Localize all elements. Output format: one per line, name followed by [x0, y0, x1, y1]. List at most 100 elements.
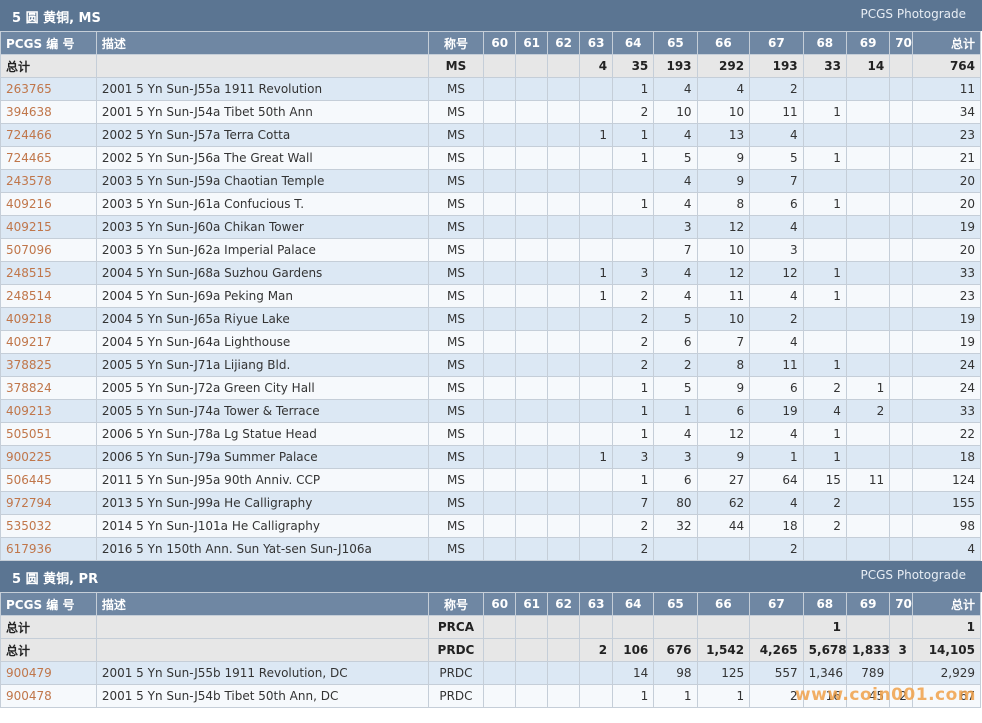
- coin-description: 2005 5 Yn Sun-J72a Green City Hall: [95, 376, 429, 400]
- grade-count: 2: [749, 537, 804, 561]
- column-header: 63: [579, 592, 614, 616]
- table-row: 409213 2005 5 Yn Sun-J74a Tower & Terrace…: [0, 399, 982, 423]
- grade-count: 4: [749, 215, 804, 239]
- pcgs-number-link[interactable]: 263765: [0, 77, 97, 101]
- pcgs-number-link[interactable]: 409218: [0, 307, 97, 331]
- grade-count: [515, 468, 549, 492]
- pcgs-number-link[interactable]: 505051: [0, 422, 97, 446]
- coin-description: 2003 5 Yn Sun-J62a Imperial Palace: [95, 238, 429, 262]
- pcgs-number-link[interactable]: 900479: [0, 661, 97, 685]
- photograde-link[interactable]: PCGS Photograde: [860, 568, 966, 582]
- section-header: 5 圆 黄铜, MS PCGS Photograde: [0, 0, 982, 31]
- grade-count: 1: [579, 284, 614, 308]
- grade-count: [515, 146, 549, 170]
- pcgs-number-link[interactable]: 506445: [0, 468, 97, 492]
- pcgs-number-link[interactable]: 409217: [0, 330, 97, 354]
- grade-count: 1: [612, 468, 655, 492]
- grade-count: [845, 491, 891, 515]
- pcgs-number-link[interactable]: 617936: [0, 537, 97, 561]
- total-count: 21: [911, 146, 982, 170]
- column-header: PCGS 编 号: [0, 592, 97, 616]
- designation-cell: MS: [427, 376, 485, 400]
- table-row: 617936 2016 5 Yn 150th Ann. Sun Yat-sen S…: [0, 537, 982, 561]
- column-header: 70: [889, 592, 913, 616]
- grade-count: 1: [802, 261, 847, 285]
- grade-count: [889, 146, 913, 170]
- grade-count: 10: [696, 100, 751, 124]
- grade-count: 6: [653, 330, 698, 354]
- grade-count: 10: [696, 307, 751, 331]
- grade-count: [612, 215, 655, 239]
- pcgs-number-link[interactable]: 724465: [0, 146, 97, 170]
- table-row: 248514 2004 5 Yn Sun-J69a Peking Man MS 1 2 4…: [0, 284, 982, 308]
- grade-count: [515, 615, 549, 639]
- table-row: 972794 2013 5 Yn Sun-J99a He Calligraphy M…: [0, 491, 982, 515]
- grade-count: 292: [696, 54, 751, 78]
- pcgs-number-link[interactable]: 378824: [0, 376, 97, 400]
- pcgs-number-link[interactable]: 248515: [0, 261, 97, 285]
- grade-count: 1: [579, 445, 614, 469]
- table-row: 409217 2004 5 Yn Sun-J64a Lighthouse MS 2 6 7…: [0, 330, 982, 354]
- total-count: 20: [911, 192, 982, 216]
- total-count: 23: [911, 123, 982, 147]
- coin-description: 2004 5 Yn Sun-J69a Peking Man: [95, 284, 429, 308]
- pcgs-number-link[interactable]: 243578: [0, 169, 97, 193]
- grade-count: [579, 514, 614, 538]
- grade-count: [696, 615, 751, 639]
- grade-count: [547, 123, 581, 147]
- grade-count: [547, 684, 581, 708]
- grade-count: 2: [749, 684, 804, 708]
- pcgs-number-link[interactable]: 724466: [0, 123, 97, 147]
- pcgs-number-link[interactable]: 535032: [0, 514, 97, 538]
- grade-count: [515, 123, 549, 147]
- pcgs-number-link[interactable]: 248514: [0, 284, 97, 308]
- grade-count: [483, 330, 517, 354]
- coin-description: 2006 5 Yn Sun-J79a Summer Palace: [95, 445, 429, 469]
- grade-count: 1: [749, 445, 804, 469]
- grade-count: [845, 330, 891, 354]
- pcgs-number-link[interactable]: 900478: [0, 684, 97, 708]
- grade-count: [579, 215, 614, 239]
- designation-cell: MS: [427, 330, 485, 354]
- table-row: 900478 2001 5 Yn Sun-J54b Tibet 50th Ann,…: [0, 684, 982, 708]
- pcgs-number-link[interactable]: 378825: [0, 353, 97, 377]
- grade-count: 4: [749, 284, 804, 308]
- pcgs-number-link[interactable]: 409216: [0, 192, 97, 216]
- designation-cell: MS: [427, 468, 485, 492]
- grade-count: 2: [612, 514, 655, 538]
- site-watermark: www.coin001.com: [794, 685, 976, 705]
- grade-count: [579, 491, 614, 515]
- grade-count: 2: [749, 307, 804, 331]
- grade-count: [845, 284, 891, 308]
- column-header: 总计: [911, 31, 982, 55]
- grade-count: 45: [845, 684, 891, 708]
- grade-count: [515, 422, 549, 446]
- grade-count: [483, 169, 517, 193]
- designation-cell: MS: [427, 192, 485, 216]
- coin-description: 2002 5 Yn Sun-J57a Terra Cotta: [95, 123, 429, 147]
- section-header: 5 圆 黄铜, PR PCGS Photograde: [0, 561, 982, 592]
- grade-count: [612, 238, 655, 262]
- grade-count: [579, 615, 614, 639]
- grade-count: [889, 284, 913, 308]
- pcgs-number-link[interactable]: 972794: [0, 491, 97, 515]
- pcgs-number-link[interactable]: 409215: [0, 215, 97, 239]
- grade-count: [515, 169, 549, 193]
- grade-count: [483, 261, 517, 285]
- pcgs-number-link[interactable]: 409213: [0, 399, 97, 423]
- grade-count: [483, 399, 517, 423]
- grade-count: 2: [612, 307, 655, 331]
- grade-count: 1: [612, 684, 655, 708]
- pcgs-number-link[interactable]: 394638: [0, 100, 97, 124]
- grade-count: 4: [653, 284, 698, 308]
- pcgs-number-link[interactable]: 900225: [0, 445, 97, 469]
- grade-count: 4: [653, 422, 698, 446]
- grade-count: 9: [696, 146, 751, 170]
- table-row: 724465 2002 5 Yn Sun-J56a The Great Wall M…: [0, 146, 982, 170]
- grade-count: 5: [653, 307, 698, 331]
- photograde-link[interactable]: PCGS Photograde: [860, 7, 966, 21]
- grade-count: [547, 468, 581, 492]
- pcgs-number-link[interactable]: 507096: [0, 238, 97, 262]
- grade-count: [579, 468, 614, 492]
- grade-count: 3: [612, 261, 655, 285]
